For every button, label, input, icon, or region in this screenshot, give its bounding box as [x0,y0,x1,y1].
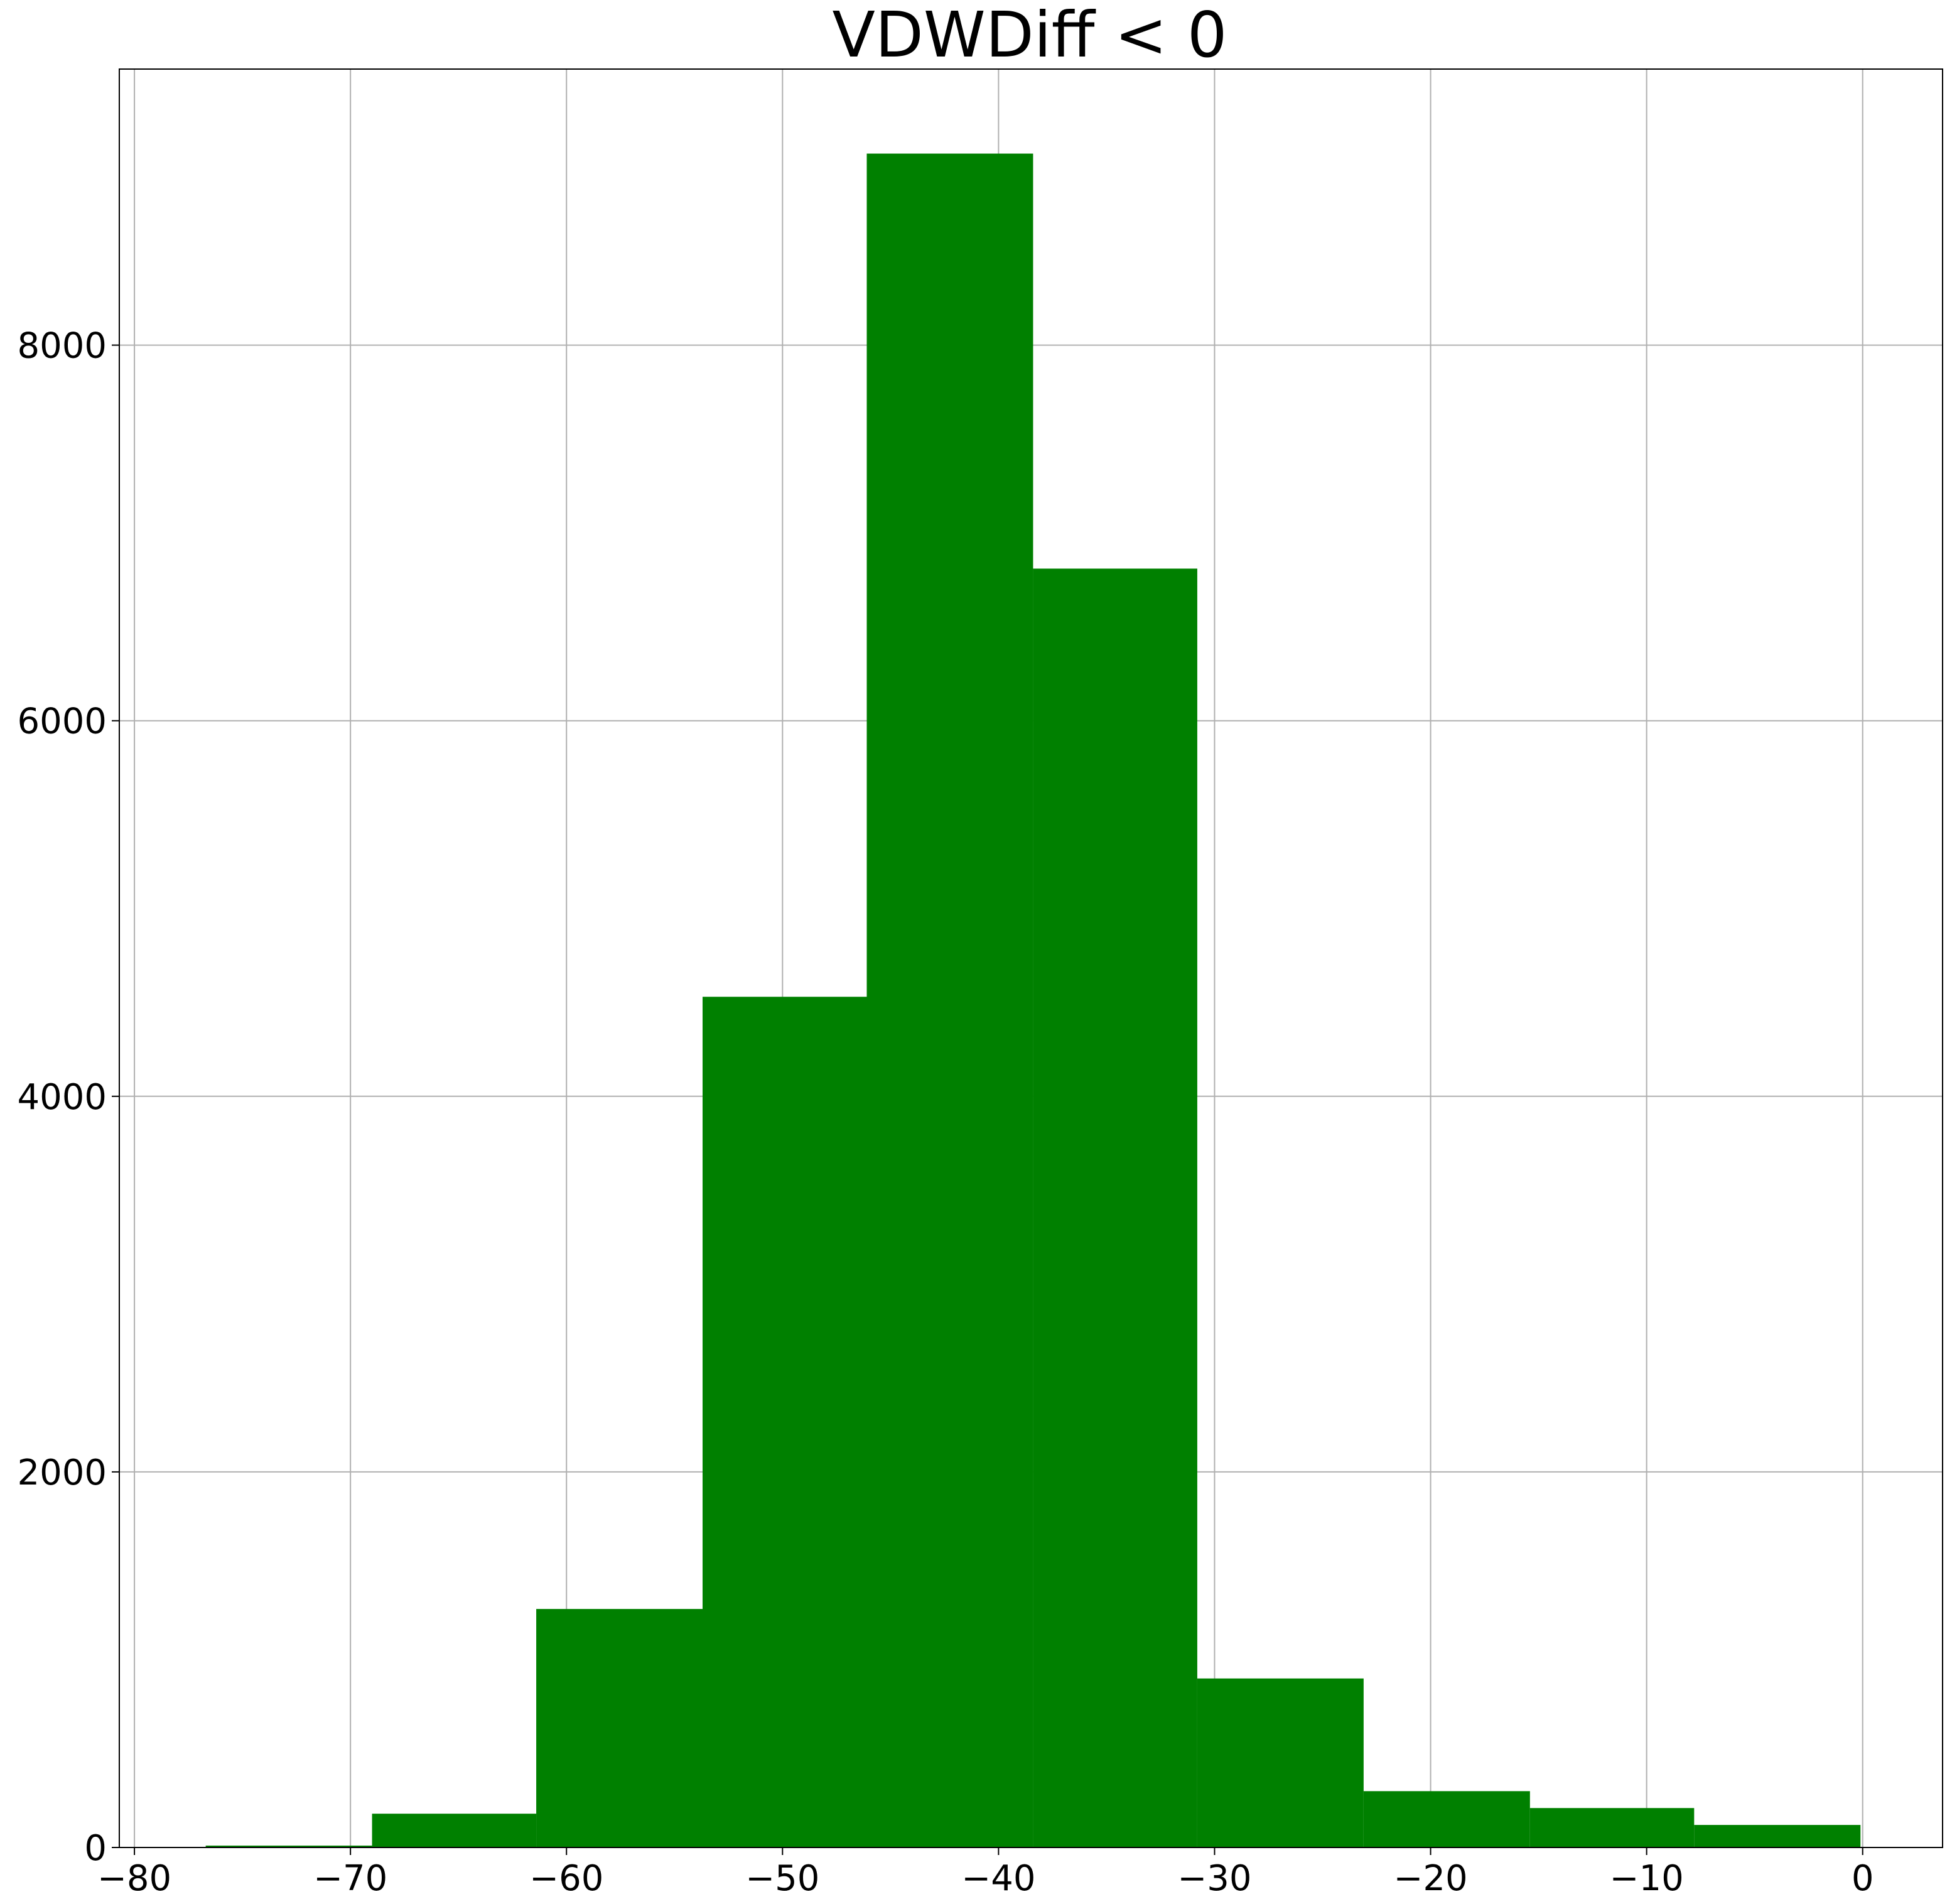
x-tick-label: −70 [313,1858,387,1899]
y-tick-label: 4000 [17,1077,107,1118]
y-tick-label: 0 [84,1828,107,1869]
histogram-bar [1197,1678,1364,1847]
plot-frame [119,68,1943,1848]
x-tick-label: −60 [529,1858,603,1899]
histogram-bar [372,1814,537,1847]
histogram-bar [536,1609,703,1847]
histogram-bars [205,153,1861,1848]
histogram-bar [703,997,867,1847]
histogram-bar [1033,568,1197,1847]
histogram-bar [205,1846,372,1847]
x-tick-label: −10 [1610,1858,1684,1899]
x-tick-label: −30 [1177,1858,1251,1899]
y-axis: 0 2000 4000 6000 8000 [17,326,119,1869]
y-tick-label: 2000 [17,1452,107,1493]
x-tick-label: −20 [1393,1858,1467,1899]
chart-title: VDWDiff < 0 [833,0,1227,72]
x-tick-label: −40 [961,1858,1035,1899]
y-tick-label: 8000 [17,326,107,367]
histogram-bar [1529,1808,1695,1847]
y-tick-label: 6000 [17,701,107,742]
histogram-bar [866,153,1033,1848]
histogram-bar [1363,1791,1530,1847]
x-tick-label: −50 [745,1858,819,1899]
x-tick-label: 0 [1852,1858,1874,1899]
x-tick-label: −80 [97,1858,171,1899]
x-axis: −80 −70 −60 −50 −40 −30 −20 −10 0 [97,1847,1874,1899]
histogram-bar [1694,1825,1861,1847]
